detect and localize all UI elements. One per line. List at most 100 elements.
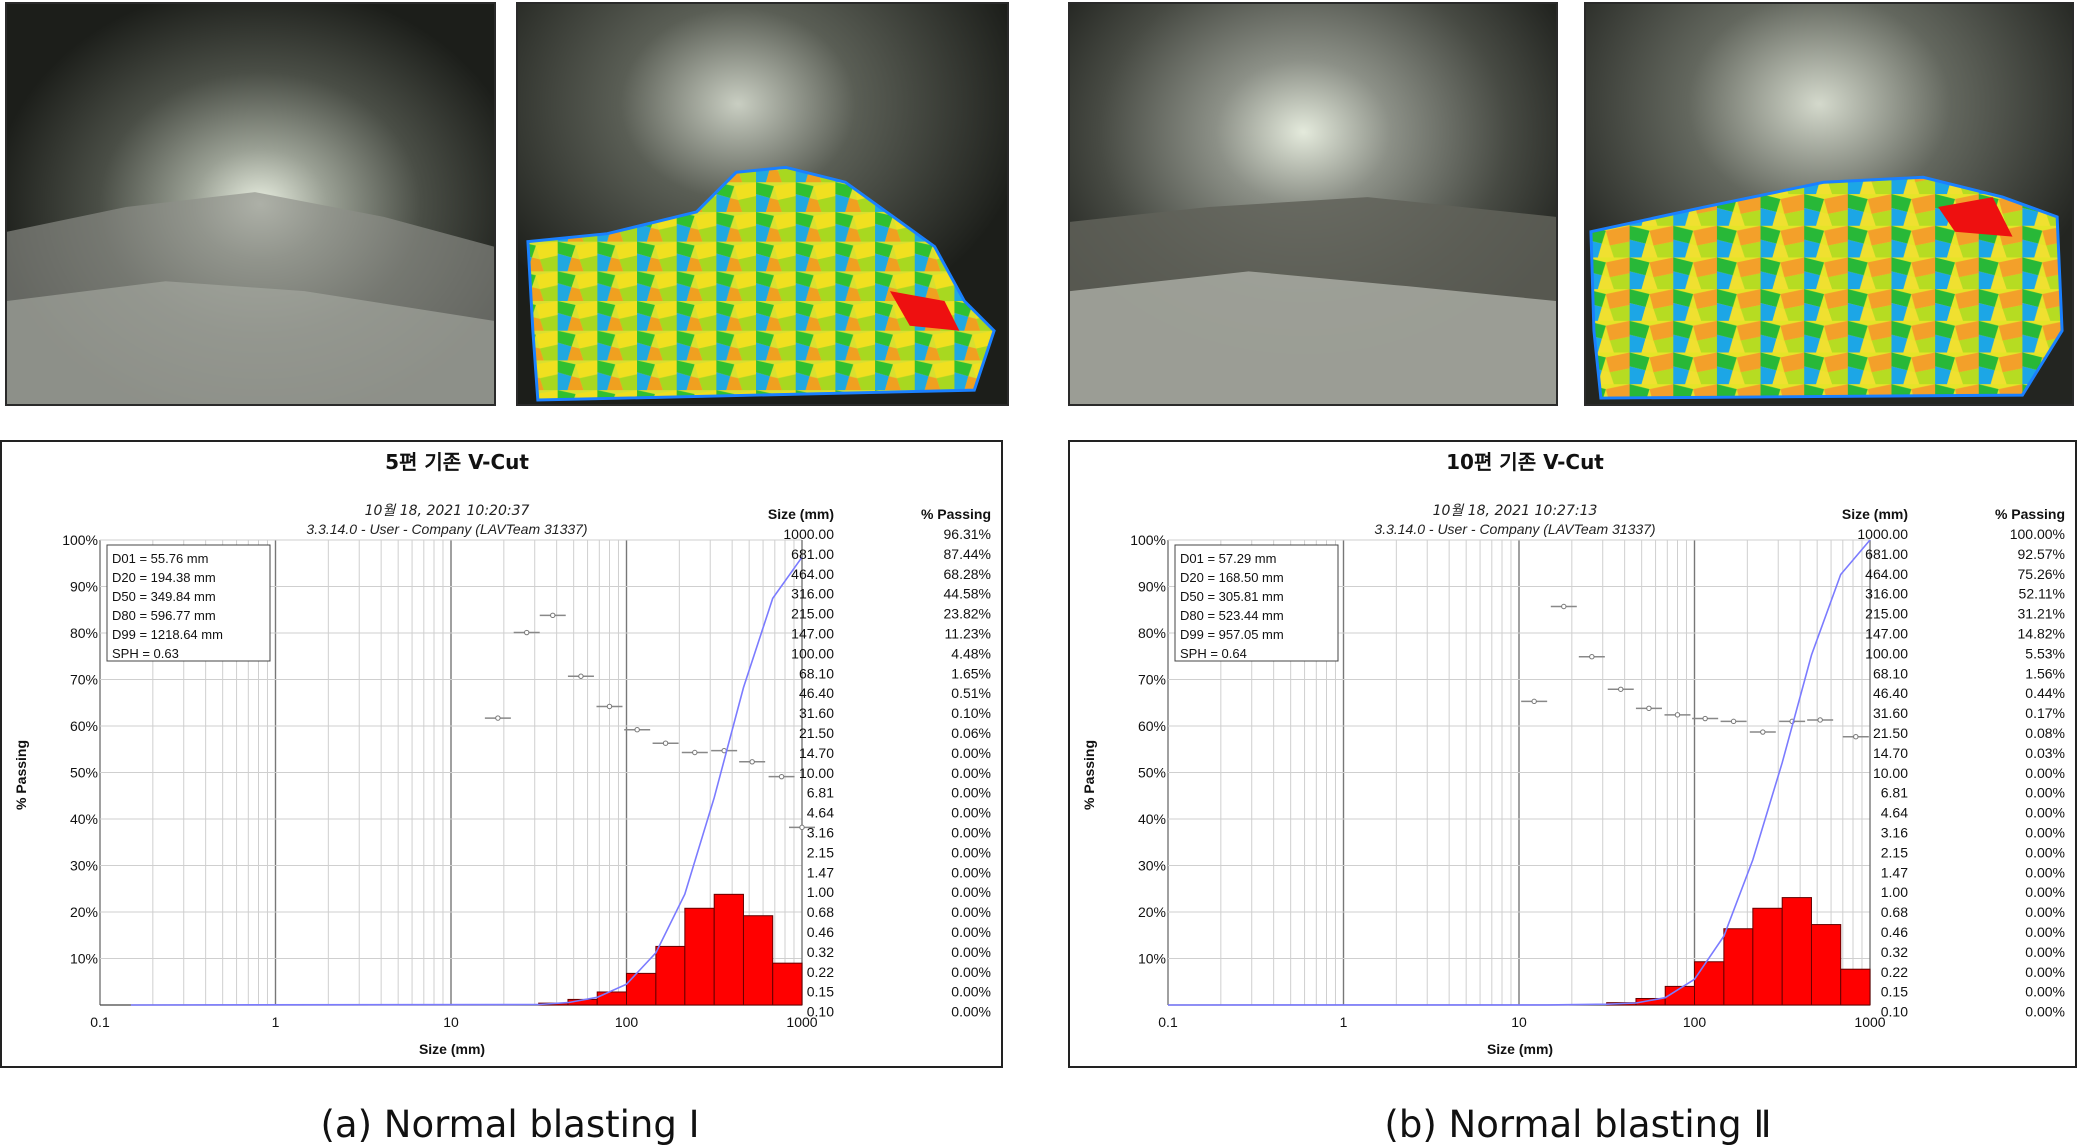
stats-box (1174, 544, 1339, 662)
table-passing-value: 23.82% (944, 606, 991, 622)
y-tick-label: 30% (70, 858, 98, 874)
histogram-bar (1752, 907, 1783, 1006)
histogram-bar (772, 962, 803, 1006)
table-size-value: 316.00 (791, 586, 834, 602)
fragment-segmentation-overlay (1586, 4, 2072, 404)
x-tick-label: 1000 (1854, 1014, 1885, 1030)
y-axis-label: % Passing (13, 740, 29, 810)
x-tick-label: 100 (1683, 1014, 1707, 1030)
table-passing-value: 0.08% (2025, 725, 2065, 741)
bin-marker-dot (1646, 705, 1652, 712)
bin-marker-dot (1618, 686, 1624, 692)
bin-marker-dot (524, 629, 530, 636)
table-size-value: 46.40 (799, 685, 834, 701)
table-size-value: 3.16 (1881, 825, 1908, 841)
table-header-passing: % Passing (1995, 506, 2065, 522)
stats-line: D80 = 596.77 mm (112, 608, 216, 623)
table-size-value: 0.15 (807, 984, 834, 1000)
y-tick-label: 10% (70, 951, 98, 967)
table-passing-value: 0.00% (951, 884, 991, 900)
table-size-value: 1.47 (807, 864, 834, 880)
y-tick-label: 70% (70, 672, 98, 688)
table-passing-value: 0.00% (2025, 964, 2065, 980)
x-tick-label: 100 (615, 1014, 639, 1030)
stats-line: D20 = 194.38 mm (112, 570, 216, 585)
y-tick-label: 60% (1138, 718, 1166, 734)
table-size-value: 1.00 (807, 884, 834, 900)
y-tick-label: 20% (70, 904, 98, 920)
histogram-bar (655, 945, 686, 1006)
table-size-value: 0.32 (1881, 944, 1908, 960)
caption-a: (a) Normal blasting Ⅰ (320, 1103, 700, 1146)
tunnel-face-photo (7, 4, 494, 404)
table-size-value: 2.15 (807, 844, 834, 860)
stats-box (106, 544, 271, 662)
table-size-value: 1000.00 (783, 526, 834, 542)
y-tick-label: 60% (70, 718, 98, 734)
y-tick-label: 70% (1138, 672, 1166, 688)
table-size-value: 31.60 (799, 705, 834, 721)
x-tick-label: 0.1 (90, 1014, 110, 1030)
photo-a-original (5, 2, 496, 406)
table-size-value: 100.00 (791, 645, 834, 661)
table-size-value: 215.00 (1865, 606, 1908, 622)
table-size-value: 10.00 (799, 765, 834, 781)
table-passing-value: 0.00% (2025, 924, 2065, 940)
table-size-value: 215.00 (791, 606, 834, 622)
table-size-value: 681.00 (791, 546, 834, 562)
stats-line: SPH = 0.63 (112, 646, 179, 661)
table-passing-value: 0.00% (2025, 1004, 2065, 1020)
table-passing-value: 1.56% (2025, 665, 2065, 681)
table-size-value: 0.10 (1881, 1004, 1908, 1020)
table-passing-value: 0.00% (2025, 864, 2065, 880)
photo-a-overlay (516, 2, 1009, 406)
chart-date: 10월 18, 2021 10:27:13 (1433, 503, 1598, 519)
x-tick-label: 1000 (786, 1014, 817, 1030)
table-passing-value: 0.00% (951, 745, 991, 761)
table-size-value: 464.00 (791, 566, 834, 582)
table-passing-value: 0.00% (2025, 805, 2065, 821)
table-size-value: 4.64 (807, 805, 834, 821)
histogram-bar (1781, 897, 1812, 1006)
y-tick-label: 100% (1130, 532, 1166, 548)
table-passing-value: 4.48% (951, 645, 991, 661)
x-tick-label: 1 (1340, 1014, 1348, 1030)
table-passing-value: 0.00% (2025, 785, 2065, 801)
table-size-value: 147.00 (791, 626, 834, 642)
table-passing-value: 68.28% (944, 566, 991, 582)
table-passing-value: 92.57% (2018, 546, 2065, 562)
bin-marker-dot (749, 759, 755, 765)
table-size-value: 681.00 (1865, 546, 1908, 562)
bin-marker-dot (1817, 717, 1823, 723)
table-passing-value: 96.31% (944, 526, 991, 542)
chart-panel-b: 10편 기존 V-Cut 10월 18, 2021 10:27:13 3.3.14.… (1068, 440, 2077, 1068)
y-tick-label: 80% (1138, 625, 1166, 641)
psd-chart: 5편 기존 V-Cut 10월 18, 2021 10:20:37 3.3.14.0… (13, 450, 991, 1057)
stats-line: D01 = 55.76 mm (112, 551, 208, 566)
table-size-value: 1.47 (1881, 864, 1908, 880)
table-passing-value: 0.44% (2025, 685, 2065, 701)
table-size-value: 316.00 (1865, 586, 1908, 602)
stats-line: SPH = 0.64 (1180, 646, 1247, 661)
bin-marker-dot (1589, 654, 1595, 660)
table-passing-value: 0.00% (2025, 844, 2065, 860)
bin-marker-dot (606, 703, 613, 710)
table-size-value: 31.60 (1873, 705, 1908, 721)
histogram-bar (684, 907, 715, 1006)
table-passing-value: 1.65% (951, 665, 991, 681)
stats-line: D01 = 57.29 mm (1180, 551, 1276, 566)
bin-marker-dot (1702, 715, 1708, 722)
table-passing-value: 87.44% (944, 546, 991, 562)
table-passing-value: 100.00% (2010, 526, 2065, 542)
table-passing-value: 0.00% (2025, 825, 2065, 841)
chart-title: 10편 기존 V-Cut (1446, 450, 1604, 474)
table-passing-value: 0.00% (951, 1004, 991, 1020)
table-size-value: 0.46 (807, 924, 834, 940)
y-tick-label: 20% (1138, 904, 1166, 920)
table-size-value: 4.64 (1881, 805, 1908, 821)
bin-marker-dot (550, 612, 556, 619)
table-passing-value: 44.58% (944, 586, 991, 602)
x-tick-label: 10 (443, 1014, 459, 1030)
table-passing-value: 5.53% (2025, 645, 2065, 661)
stats-line: D99 = 957.05 mm (1180, 627, 1284, 642)
